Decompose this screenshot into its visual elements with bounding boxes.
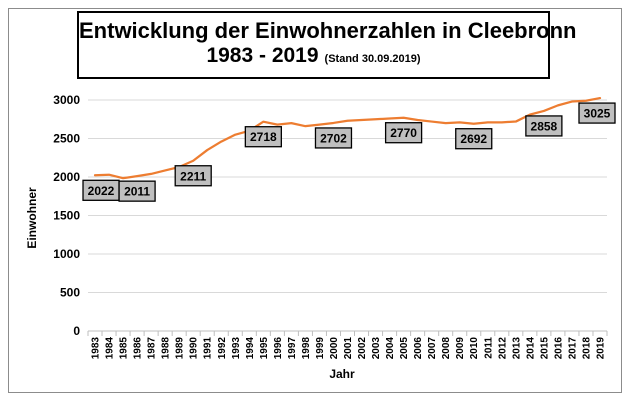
x-tick-label: 1995 — [259, 337, 270, 360]
data-label: 2211 — [174, 165, 212, 187]
x-tick-label: 1997 — [287, 337, 298, 360]
data-label-text: 2770 — [390, 126, 417, 140]
data-label-box — [384, 122, 423, 144]
data-label-box — [578, 102, 616, 124]
x-tick-label: 1988 — [161, 337, 172, 360]
x-tick-label: 2000 — [329, 337, 340, 360]
y-tick-label: 1000 — [53, 247, 80, 261]
data-label-box — [525, 115, 563, 137]
x-tick-label: 1986 — [133, 337, 144, 360]
x-tick-labels: 1983 1984 1985 1986 1987 1988 1989 1990 1991 1992… — [91, 337, 607, 360]
x-tick-label: 2014 — [525, 337, 536, 360]
x-tick-label: 2001 — [343, 337, 354, 360]
x-tick-label: 2005 — [399, 337, 410, 360]
x-tick-label: 1987 — [147, 337, 158, 360]
data-label-box — [455, 128, 493, 150]
x-tick-label: 1984 — [105, 337, 116, 360]
data-label-text: 2718 — [250, 130, 277, 144]
x-tick-label: 1992 — [217, 337, 228, 360]
data-label: 3025 — [578, 102, 616, 124]
data-label-box — [118, 180, 156, 202]
chart-title-box: Entwicklung der Einwohnerzahlen in Cleeb… — [77, 11, 577, 79]
x-tick-label: 2007 — [427, 337, 438, 360]
axes — [87, 330, 608, 336]
data-label: 2022 — [82, 179, 120, 201]
y-axis-label: Einwohner — [25, 187, 39, 249]
y-tick-label: 2500 — [53, 132, 80, 146]
data-label-text: 2211 — [180, 169, 206, 183]
x-tick-label: 2016 — [553, 337, 564, 360]
y-tick-labels: 0 500 1000 1500 2000 2500 3000 — [53, 93, 80, 338]
data-label-text: 2022 — [88, 184, 115, 198]
x-tick-label: 1994 — [245, 337, 256, 360]
x-tick-label: 2002 — [357, 337, 368, 360]
x-tick-label: 2019 — [595, 337, 606, 360]
x-tick-label: 2003 — [371, 337, 382, 360]
data-label-box — [244, 126, 282, 148]
data-label-text: 3025 — [584, 107, 611, 121]
x-tick-label: 1993 — [231, 337, 242, 360]
x-tick-label: 1996 — [273, 337, 284, 360]
x-tick-label: 1990 — [189, 337, 200, 360]
data-label-box — [174, 165, 212, 187]
data-label: 2692 — [455, 128, 493, 150]
chart-subtitle: 1983 - 2019 (Stand 30.09.2019) — [79, 44, 548, 71]
x-tick-label: 1991 — [203, 337, 214, 360]
y-tick-label: 500 — [60, 286, 80, 300]
y-tick-label: 3000 — [53, 93, 80, 107]
x-tick-label: 2012 — [497, 337, 508, 360]
x-tick-label: 2018 — [581, 337, 592, 360]
x-tick-label: 2006 — [413, 337, 424, 360]
x-tick-label: 1983 — [91, 337, 102, 360]
x-tick-label: 1999 — [315, 337, 326, 360]
data-label-text: 2011 — [124, 185, 150, 199]
x-tick-label: 2017 — [567, 337, 578, 360]
x-tick-label: 1985 — [119, 337, 130, 360]
data-label-text: 2702 — [320, 131, 347, 145]
title-years: 1983 - 2019 — [206, 44, 319, 67]
x-tick-label: 2004 — [385, 337, 396, 360]
x-tick-label: 2013 — [511, 337, 522, 360]
y-tick-label: 0 — [73, 324, 80, 338]
y-tick-label: 1500 — [53, 209, 80, 223]
title-stand-date: (Stand 30.09.2019) — [324, 53, 421, 65]
x-tick-label: 2009 — [455, 337, 466, 360]
data-label: 2858 — [525, 115, 563, 137]
data-labels: 2022 2011 2211 2718 2702 2770 2692 2858 3025 — [82, 102, 616, 202]
y-tick-label: 2000 — [53, 170, 80, 184]
data-label: 2718 — [244, 126, 282, 148]
data-label: 2011 — [118, 180, 156, 202]
x-tick-label: 2008 — [441, 337, 452, 360]
x-tick-label: 2011 — [483, 337, 494, 359]
data-label: 2770 — [384, 122, 423, 144]
x-tick-label: 1998 — [301, 337, 312, 360]
data-label: 2702 — [314, 127, 353, 149]
data-label-box — [314, 127, 353, 149]
x-tick-label: 1989 — [175, 337, 186, 360]
data-label-text: 2692 — [460, 132, 487, 146]
data-label-text: 2858 — [531, 119, 558, 133]
x-tick-label: 2015 — [539, 337, 550, 360]
x-axis-label: Jahr — [329, 367, 355, 381]
x-tick-label: 2010 — [469, 337, 480, 360]
chart-title: Entwicklung der Einwohnerzahlen in Cleeb… — [79, 18, 577, 43]
